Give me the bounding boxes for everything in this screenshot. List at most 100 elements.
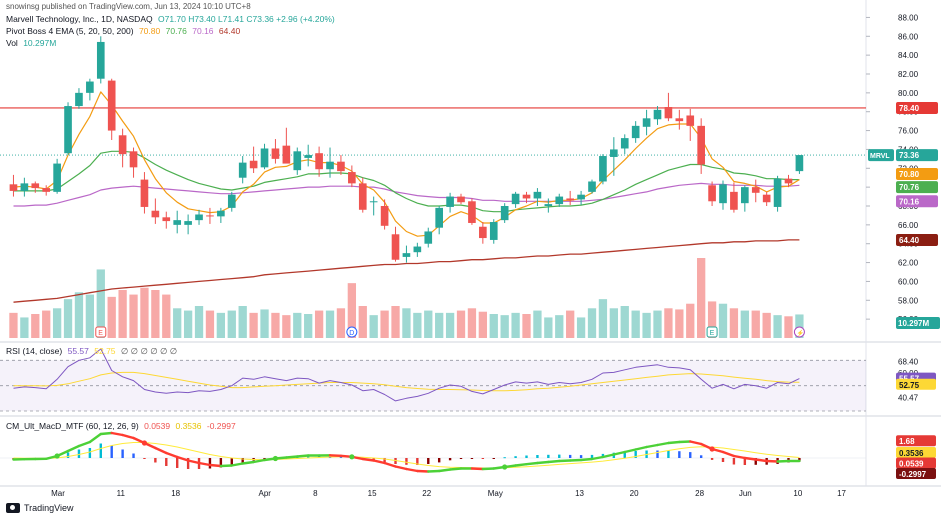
macd-axis-label-1: 1.68 — [899, 437, 915, 446]
volume-bar — [380, 310, 389, 338]
volume-bar — [227, 310, 236, 338]
macd-line-segment — [66, 444, 81, 453]
macd-line-segment — [689, 440, 703, 446]
ema50-line — [13, 182, 800, 207]
macd-line-segment — [536, 460, 550, 465]
volume-bar — [20, 317, 29, 338]
macd-line-segment — [252, 458, 266, 464]
ema20-price-label: 70.76 — [899, 183, 920, 192]
macd-axis-label-3: 0.0539 — [899, 460, 924, 469]
volume-bar — [358, 306, 367, 338]
candle-body — [20, 183, 29, 191]
macd-histogram-bar — [143, 458, 146, 459]
volume-bar — [718, 303, 728, 338]
macd-line-segment — [590, 455, 605, 461]
candle-body — [249, 160, 258, 169]
volume-bar — [391, 306, 400, 338]
volume-bar — [194, 306, 204, 338]
candle-body — [260, 148, 269, 168]
macd-line-segment — [121, 433, 135, 440]
candle-body — [741, 187, 749, 204]
tradingview-footer[interactable]: TradingView — [6, 503, 74, 513]
macd-histogram-bar — [230, 458, 233, 466]
volume-bar — [336, 308, 346, 338]
macd-histogram-bar — [208, 458, 212, 469]
macd-line-segment — [230, 462, 244, 467]
volume-bar — [751, 310, 760, 338]
candle-body — [719, 184, 727, 204]
volume-bar — [740, 310, 749, 338]
macd-line-segment — [765, 459, 779, 463]
macd-histogram-bar — [558, 454, 561, 458]
ema20-value: 70.76 — [165, 26, 187, 36]
ema5-line — [13, 91, 800, 237]
candle-body — [64, 106, 72, 154]
volume-bar — [424, 310, 433, 338]
volume-bar — [151, 290, 160, 338]
macd-line-segment — [448, 467, 463, 471]
volume-bar — [162, 294, 171, 338]
earnings-marker-label: E — [710, 330, 715, 337]
volume-bar — [85, 294, 95, 338]
candle-body — [577, 194, 585, 200]
volume-bar — [686, 303, 695, 338]
volume-bar — [63, 299, 73, 338]
macd-histogram-bar — [656, 450, 659, 458]
time-axis-label: Apr — [259, 489, 272, 498]
volume-bar — [282, 315, 291, 338]
symbol-tag: MRVL — [870, 153, 890, 160]
volume-bar — [631, 310, 640, 338]
macd-histogram-bar — [525, 455, 528, 458]
earnings-marker-label: E — [98, 330, 103, 337]
ema-legend: Pivot Boss 4 EMA (5, 20, 50, 200) 70.80 … — [6, 26, 241, 36]
candle-body — [31, 183, 40, 189]
candle-body — [413, 246, 422, 253]
time-axis-label: 17 — [837, 489, 846, 498]
volume-bar — [31, 314, 40, 338]
candle-body — [358, 183, 367, 210]
volume-bar — [347, 283, 357, 338]
earnings-marker — [95, 326, 107, 338]
volume-bar — [795, 314, 804, 338]
macd-line-segment — [296, 454, 310, 458]
macd-line-segment — [383, 461, 397, 468]
candle-body — [675, 118, 684, 122]
time-axis-label: 20 — [630, 489, 639, 498]
volume-bar — [260, 309, 269, 338]
candle-body — [653, 109, 662, 120]
candle-body — [348, 172, 356, 184]
macd-line-segment — [197, 461, 212, 467]
volume-bar — [325, 310, 335, 338]
macd-cross-dot — [272, 455, 279, 462]
volume-bar — [118, 290, 127, 338]
macd-histogram-bar — [372, 458, 375, 461]
candle-body — [118, 135, 127, 155]
volume-bar — [609, 308, 618, 338]
candle-body — [533, 191, 542, 199]
time-axis-label: Mar — [51, 489, 65, 498]
ema20-price-label-bg — [896, 181, 938, 194]
macd-histogram-bar — [383, 458, 386, 462]
ema200-price-label: 64.40 — [899, 236, 920, 245]
macd-line-segment — [154, 446, 168, 455]
volume-bar — [314, 310, 324, 338]
macd-histogram-bar — [437, 458, 441, 463]
published-line: snowinsg published on TradingView.com, J… — [6, 2, 251, 11]
volume-bar — [697, 258, 706, 338]
macd-histogram-bar — [132, 453, 135, 458]
candle-body — [42, 188, 51, 192]
candle-body — [751, 187, 760, 193]
volume-bar — [467, 308, 477, 338]
volume-bar — [402, 308, 411, 338]
macd-line-segment — [601, 453, 616, 459]
candle-body — [337, 161, 345, 172]
macd-line-segment — [721, 450, 736, 458]
candle-body — [96, 41, 105, 79]
price-tick-label: 88.00 — [898, 13, 919, 22]
candle-body — [9, 184, 18, 191]
time-axis-label: 8 — [313, 489, 318, 498]
volume-bar — [9, 312, 18, 338]
macd-histogram-bar — [798, 458, 801, 462]
macd-histogram-bar — [492, 458, 495, 459]
